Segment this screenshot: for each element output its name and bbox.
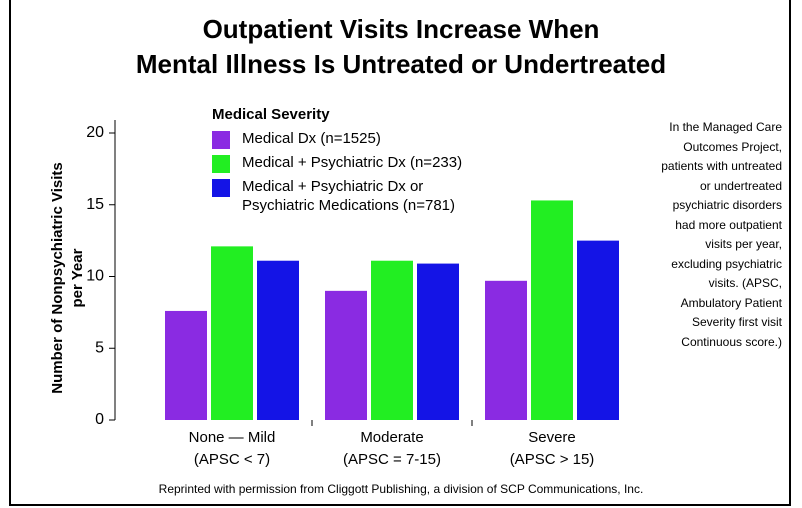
y-tick-label: 5 <box>95 339 104 356</box>
y-axis-label: Number of Nonpsychiatric Visits per Year <box>49 162 86 394</box>
bar <box>211 246 253 420</box>
legend-label: Medical Dx (n=1525) <box>242 130 381 147</box>
legend-swatch <box>212 155 230 173</box>
legend-title: Medical Severity <box>212 106 330 123</box>
y-tick-label: 20 <box>86 124 104 141</box>
footer: Reprinted with permission from Cliggott … <box>159 482 644 496</box>
bar <box>417 263 459 420</box>
x-tick-label: Severe <box>528 429 576 446</box>
y-tick-label: 10 <box>86 268 104 285</box>
bar <box>485 280 527 420</box>
legend-label: Medical + Psychiatric Dx or Psychiatric … <box>242 178 456 214</box>
chart-title: Outpatient Visits Increase When <box>203 14 600 44</box>
bar <box>325 290 367 420</box>
legend: Medical Severity Medical Dx (n=1525) Medi… <box>212 106 472 220</box>
y-tick-label: 0 <box>95 411 104 428</box>
legend-swatch <box>212 179 230 197</box>
legend-item: Medical + Psychiatric Dx or Psychiatric … <box>212 177 472 215</box>
bar <box>257 260 299 420</box>
legend-label: Medical + Psychiatric Dx (n=233) <box>242 154 463 171</box>
legend-item: Medical Dx (n=1525) <box>212 129 472 149</box>
x-tick-label: Moderate <box>360 429 423 446</box>
y-tick-label: 15 <box>86 196 104 213</box>
chart-title: Mental Illness Is Untreated or Undertrea… <box>136 49 666 79</box>
bar <box>531 200 573 420</box>
x-tick-label: (APSC = 7-15) <box>343 451 441 468</box>
x-tick-label: None — Mild <box>189 429 276 446</box>
bar <box>165 310 207 420</box>
legend-swatch <box>212 131 230 149</box>
legend-item: Medical + Psychiatric Dx (n=233) <box>212 153 472 173</box>
annotation: In the Managed Care Outcomes Project, pa… <box>661 120 782 349</box>
bar <box>577 240 619 420</box>
bar <box>371 260 413 420</box>
x-tick-label: (APSC > 15) <box>510 451 595 468</box>
frame <box>9 0 791 506</box>
x-tick-label: (APSC < 7) <box>194 451 270 468</box>
